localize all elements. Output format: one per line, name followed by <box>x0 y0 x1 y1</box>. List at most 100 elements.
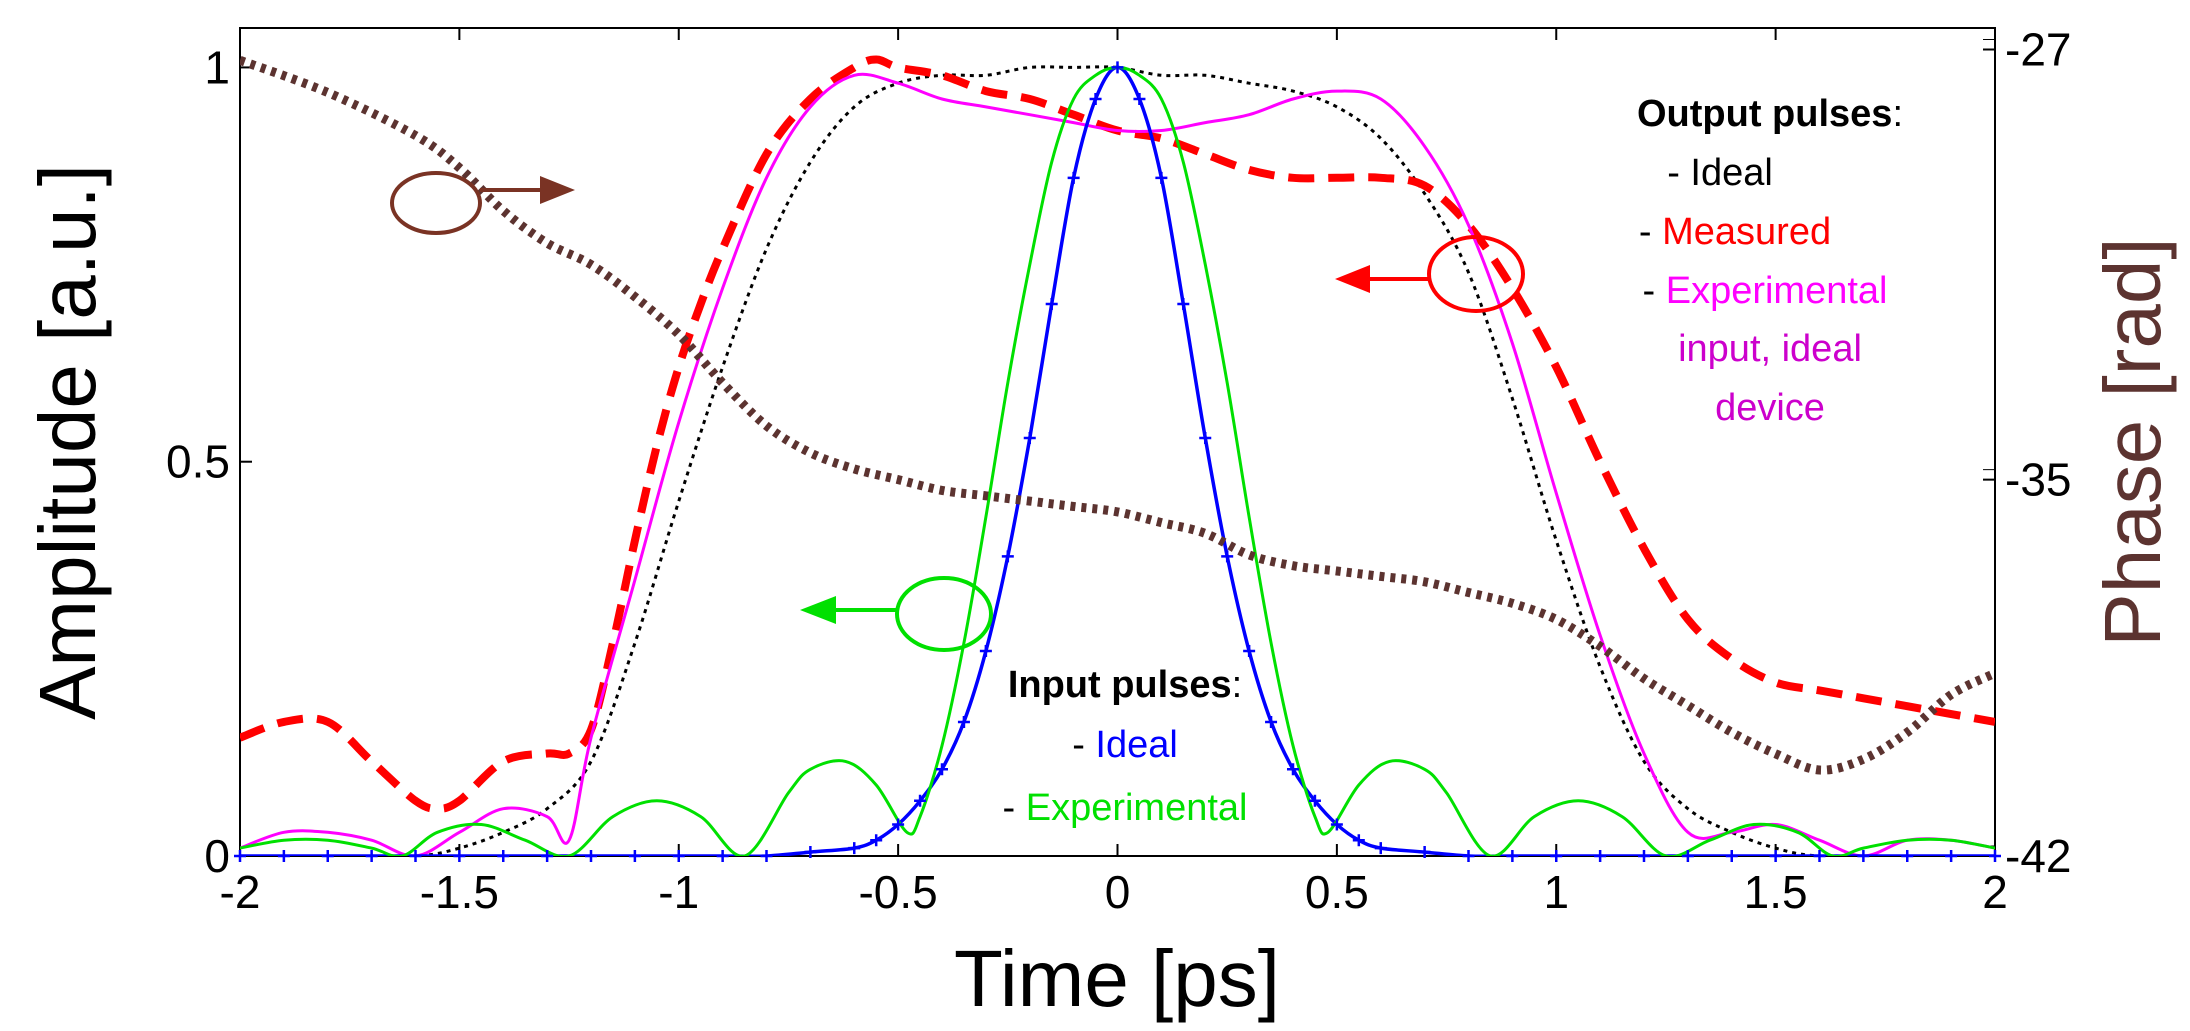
input-ideal-marker <box>716 850 729 862</box>
input-ideal-marker <box>234 850 246 862</box>
x-tick-label: -1 <box>658 866 699 918</box>
input-ideal-marker <box>1133 92 1146 105</box>
input-ideal-marker <box>914 794 927 807</box>
y2-tick-label: -42 <box>2005 830 2071 882</box>
input-ideal-marker <box>1221 550 1234 563</box>
x-tick-label: -1.5 <box>420 866 499 918</box>
input-ideal-marker <box>497 850 510 862</box>
input-ideal-marker <box>1462 850 1475 862</box>
input-ideal-marker <box>1001 550 1014 563</box>
input-ideal-marker <box>365 850 378 862</box>
input-ideal-marker <box>936 763 948 776</box>
measured-circle-icon <box>1427 235 1525 313</box>
input-ideal-marker <box>453 850 466 862</box>
y-tick-label: 0 <box>204 830 230 882</box>
phase-circle-icon <box>390 171 482 235</box>
input-ideal-marker <box>409 850 422 862</box>
input-ideal-marker <box>1638 850 1650 862</box>
input-ideal-marker <box>1945 850 1958 862</box>
phase-arrowhead-icon <box>540 176 575 204</box>
y2-axis-ticks: -27 -35 -42 <box>1983 24 2071 882</box>
input-ideal-marker <box>628 850 641 862</box>
x-tick-label: -2 <box>220 866 261 918</box>
input-ideal-marker <box>957 715 970 728</box>
input-ideal-marker <box>1265 715 1278 728</box>
input-legend-ideal: - Ideal <box>1072 724 1178 766</box>
input-ideal-marker <box>1352 834 1365 847</box>
input-ideal-marker <box>1111 61 1124 74</box>
input-ideal-marker <box>321 850 334 862</box>
input-ideal-marker <box>1857 850 1870 862</box>
input-ideal-marker <box>1506 850 1519 862</box>
input-ideal-marker <box>1989 850 2001 862</box>
output-legend: Output pulses: - Ideal - Measured - Expe… <box>1637 93 1903 429</box>
input-ideal-marker <box>1089 92 1102 105</box>
input-ideal-marker <box>1287 763 1299 776</box>
input-ideal-marker <box>804 846 817 859</box>
output-legend-experimental: - Experimental <box>1643 270 1888 312</box>
measured-axis-annotation <box>1335 235 1525 313</box>
input-ideal-marker <box>1901 850 1914 862</box>
input-ideal-marker <box>1308 794 1321 807</box>
x-tick-label: 0 <box>1105 866 1131 918</box>
input-ideal-marker <box>848 842 861 855</box>
input-ideal-marker <box>1681 850 1694 862</box>
x-tick-label: -0.5 <box>858 866 937 918</box>
input-ideal-marker <box>1813 850 1826 862</box>
input-ideal-markers <box>234 61 2001 862</box>
input-ideal-marker <box>1769 850 1782 862</box>
y2-tick-label: -27 <box>2005 24 2071 76</box>
x-tick-label: 1 <box>1543 866 1569 918</box>
x-tick-label: 2 <box>1982 866 2008 918</box>
input-ideal-marker <box>1023 432 1036 445</box>
input-ideal-marker <box>870 834 883 847</box>
series-phase-line <box>240 56 1995 775</box>
input-ideal-marker <box>1199 432 1212 445</box>
input-ideal-marker <box>672 850 685 862</box>
x-axis-title: Time [ps] <box>954 934 1280 1023</box>
input-ideal-marker <box>1155 171 1168 184</box>
x-axis-ticks: -2 -1.5 -1 -0.5 0 0.5 1 1.5 2 <box>220 28 2008 918</box>
input-ideal-marker <box>1374 842 1387 855</box>
x-tick-label: 1.5 <box>1744 866 1808 918</box>
series-output-ideal-line <box>240 65 1995 856</box>
input-circle-icon <box>895 576 993 652</box>
input-arrowhead-icon <box>800 596 836 624</box>
output-legend-experimental-line3: device <box>1715 387 1825 429</box>
input-ideal-marker <box>1725 850 1738 862</box>
input-ideal-marker <box>1418 846 1431 859</box>
input-ideal-marker <box>1177 298 1190 310</box>
input-ideal-marker <box>1594 850 1607 862</box>
output-legend-title: Output pulses: <box>1637 93 1903 135</box>
input-ideal-marker <box>585 850 597 862</box>
input-ideal-marker <box>1550 850 1563 862</box>
input-ideal-marker <box>541 850 554 862</box>
y-axis-ticks: 00.51 <box>166 41 252 882</box>
input-ideal-marker <box>1045 298 1058 310</box>
y-axis-title: Amplitude [a.u.] <box>23 164 112 720</box>
y2-axis-title: Phase [rad] <box>2088 237 2177 646</box>
output-legend-ideal: - Ideal <box>1667 152 1773 194</box>
y-tick-label: 1 <box>204 41 230 93</box>
input-ideal-marker <box>277 850 290 862</box>
output-legend-experimental-line2: input, ideal <box>1678 328 1862 370</box>
input-axis-annotation <box>800 576 993 652</box>
x-tick-label: 0.5 <box>1305 866 1369 918</box>
input-legend: Input pulses: - Ideal - Experimental <box>1003 664 1248 829</box>
y-tick-label: 0.5 <box>166 436 230 488</box>
input-legend-experimental: - Experimental <box>1003 787 1248 829</box>
phase-axis-annotation <box>390 171 575 235</box>
input-ideal-marker <box>1243 644 1256 657</box>
series-output-measured-line <box>240 55 1995 813</box>
measured-arrowhead-icon <box>1335 265 1370 293</box>
output-legend-measured: - Measured <box>1639 211 1831 253</box>
input-ideal-marker <box>1067 171 1080 184</box>
input-ideal-marker <box>979 644 992 657</box>
input-ideal-marker <box>1330 818 1343 831</box>
y2-tick-label: -35 <box>2005 454 2071 506</box>
input-ideal-marker <box>892 818 905 831</box>
input-ideal-marker <box>760 850 773 862</box>
input-legend-title: Input pulses: <box>1008 664 1242 706</box>
series-output-experimental-line <box>240 72 1995 856</box>
